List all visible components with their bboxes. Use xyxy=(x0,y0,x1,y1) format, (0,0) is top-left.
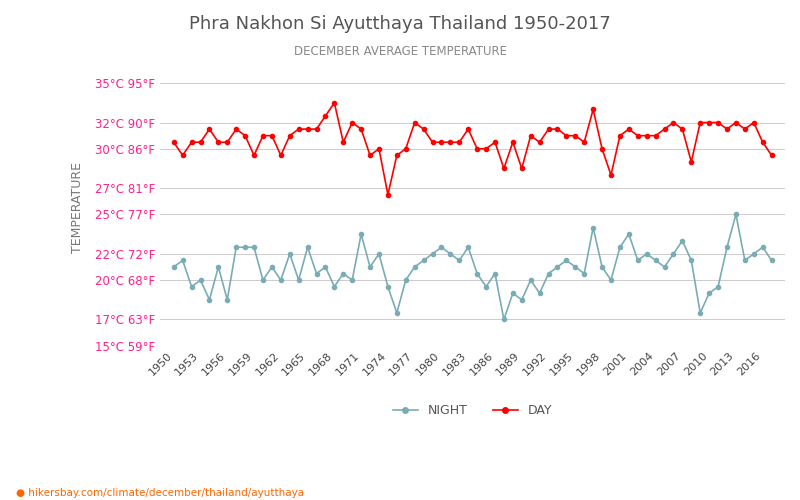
NIGHT xyxy=(714,284,723,290)
DAY xyxy=(169,139,178,145)
NIGHT xyxy=(704,290,714,296)
DAY xyxy=(731,120,741,126)
DAY xyxy=(330,100,339,106)
NIGHT xyxy=(606,277,616,283)
NIGHT xyxy=(731,212,741,218)
NIGHT xyxy=(651,258,661,264)
Text: Phra Nakhon Si Ayutthaya Thailand 1950-2017: Phra Nakhon Si Ayutthaya Thailand 1950-2… xyxy=(189,15,611,33)
Text: DECEMBER AVERAGE TEMPERATURE: DECEMBER AVERAGE TEMPERATURE xyxy=(294,45,506,58)
NIGHT xyxy=(499,316,509,322)
NIGHT xyxy=(767,258,777,264)
Legend: NIGHT, DAY: NIGHT, DAY xyxy=(388,399,558,422)
DAY xyxy=(383,192,393,198)
NIGHT xyxy=(722,244,732,250)
DAY xyxy=(615,132,625,138)
Line: DAY: DAY xyxy=(172,100,774,197)
NIGHT xyxy=(169,264,178,270)
DAY xyxy=(660,126,670,132)
DAY xyxy=(588,106,598,112)
DAY xyxy=(722,126,732,132)
NIGHT xyxy=(579,270,589,276)
DAY xyxy=(767,152,777,158)
Line: NIGHT: NIGHT xyxy=(172,212,774,322)
DAY xyxy=(714,120,723,126)
Text: ● hikersbay.com/climate/december/thailand/ayutthaya: ● hikersbay.com/climate/december/thailan… xyxy=(16,488,304,498)
Y-axis label: TEMPERATURE: TEMPERATURE xyxy=(71,162,84,254)
